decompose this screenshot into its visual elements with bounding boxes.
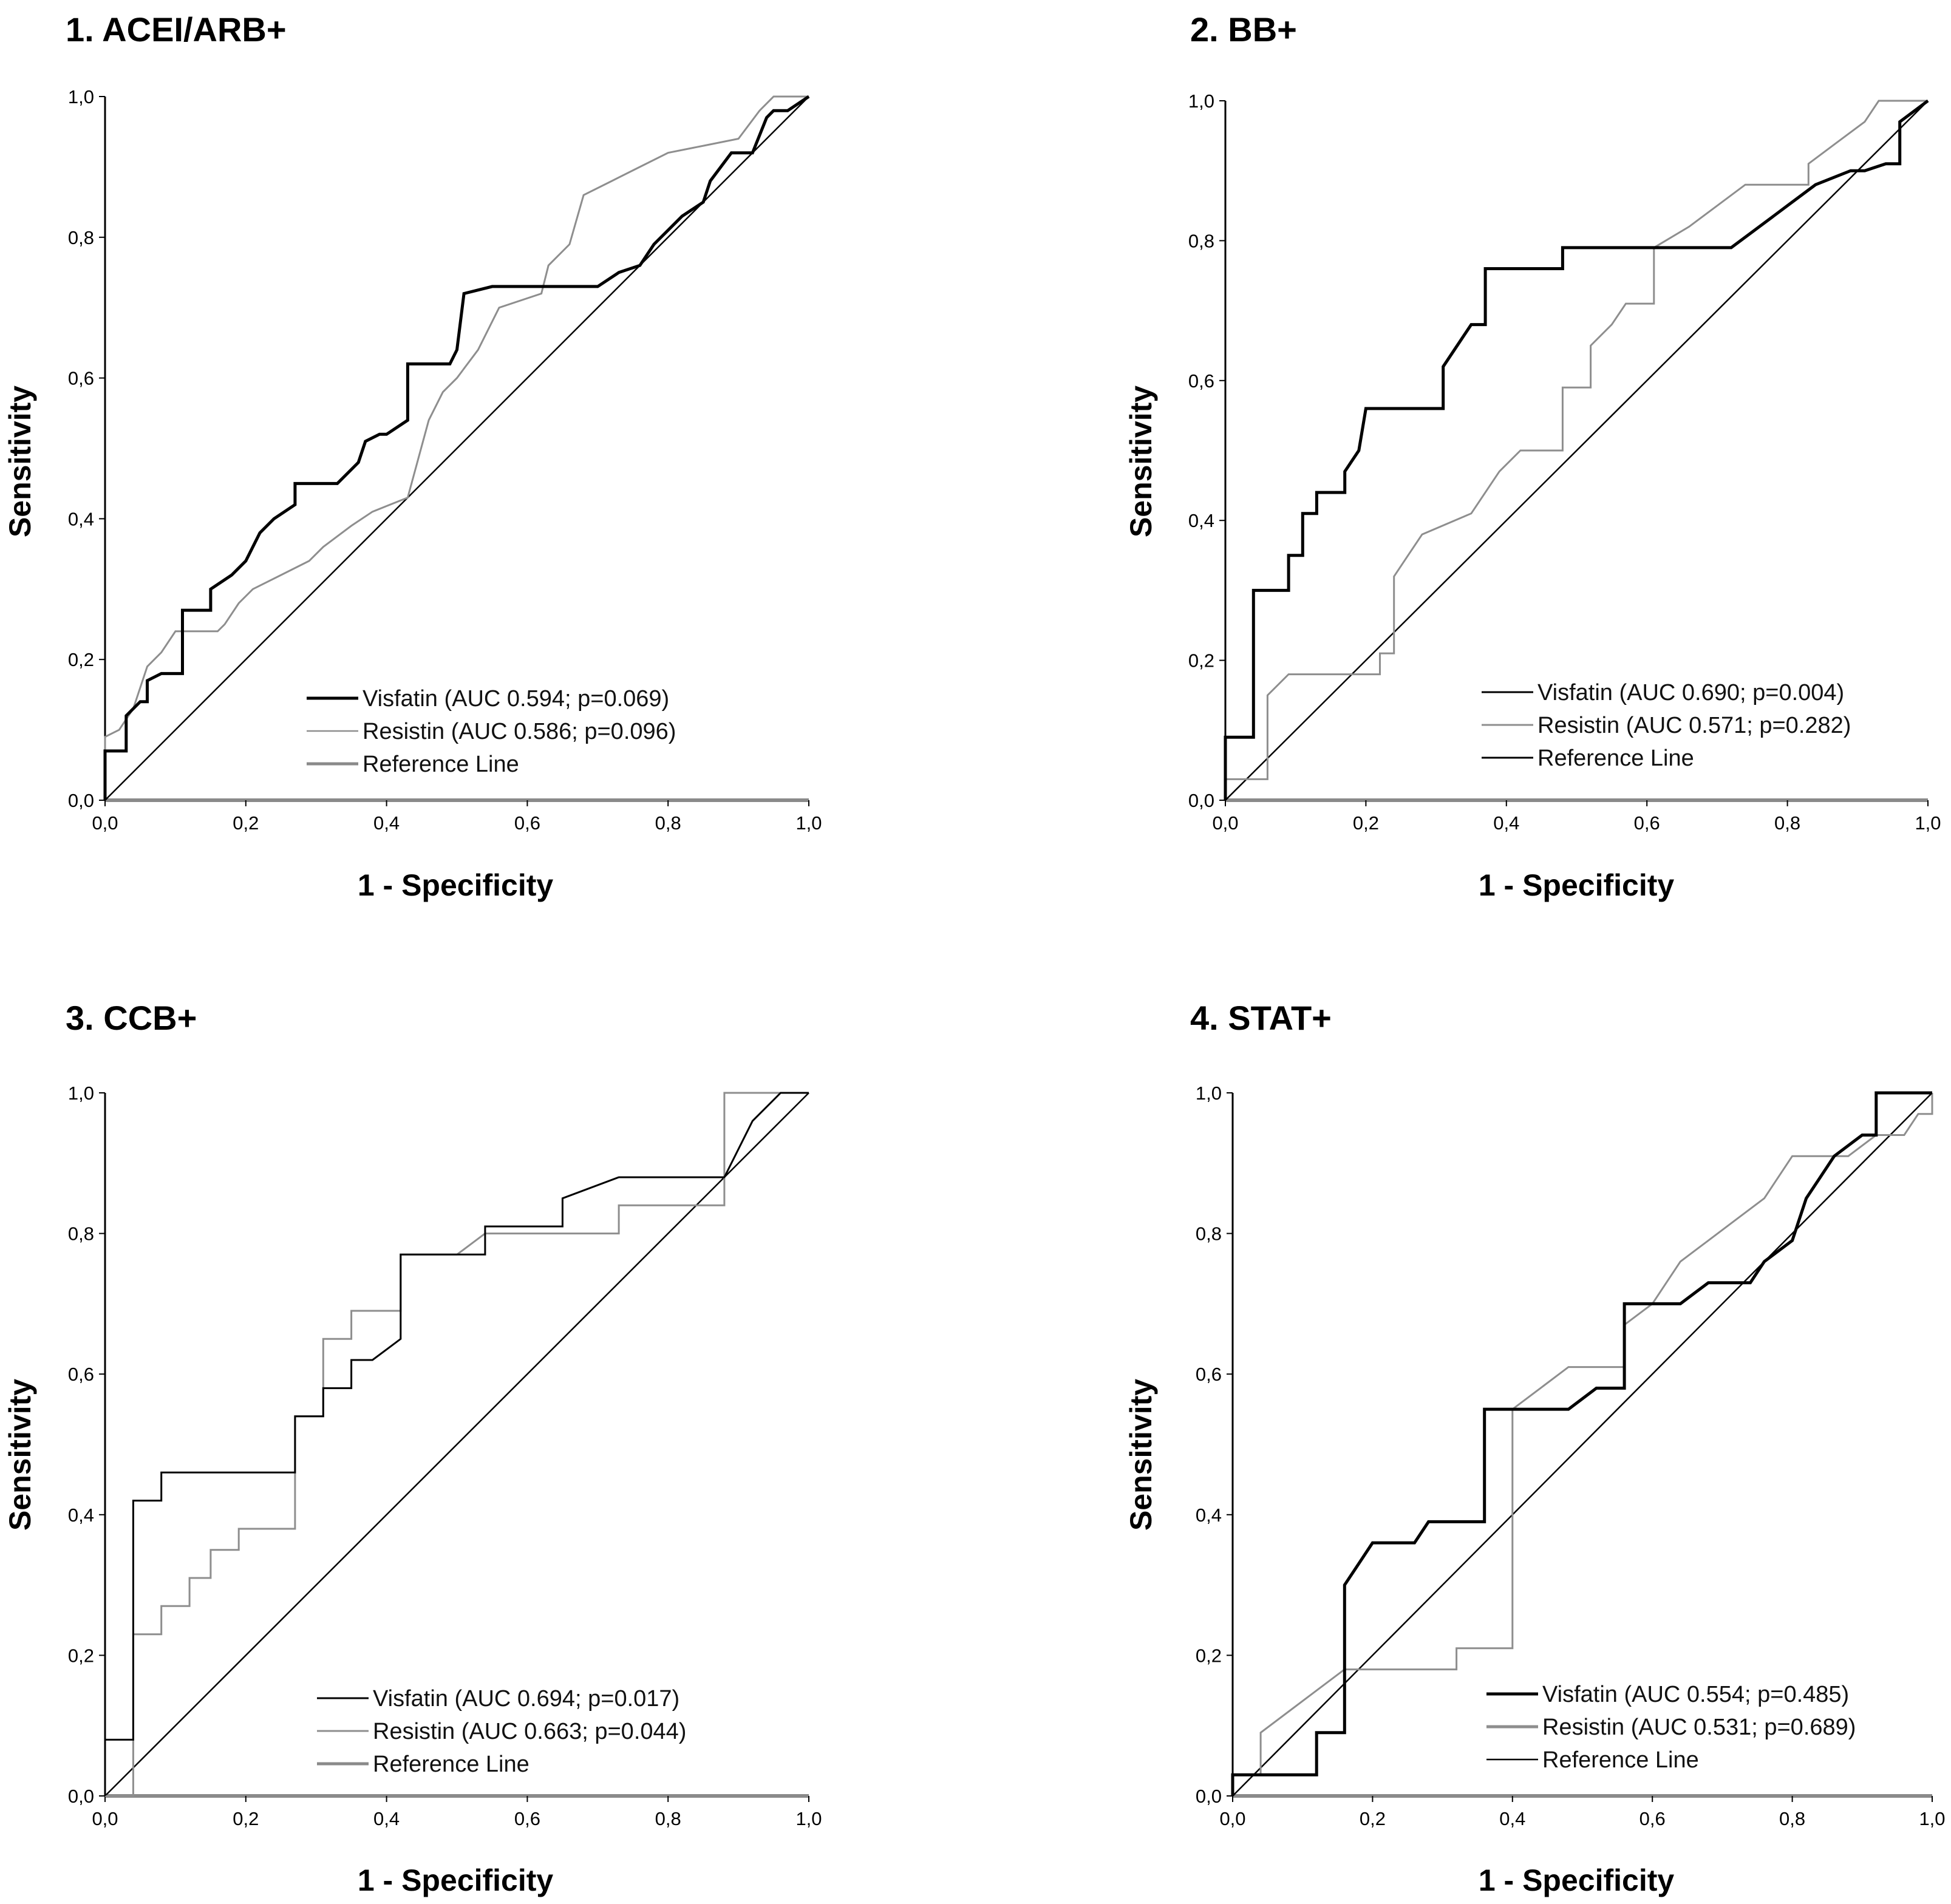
reference-line-2 bbox=[1225, 100, 1929, 801]
x-tick-label: 0,8 bbox=[655, 812, 681, 834]
x-axis-title-3: 1 - Specificity bbox=[358, 1863, 554, 1897]
legend-entry: Visfatin (AUC 0.594; p=0.069) bbox=[363, 686, 669, 712]
legend-3: Visfatin (AUC 0.694; p=0.017) Resistin (A… bbox=[317, 1686, 686, 1777]
legend-2: Visfatin (AUC 0.690; p=0.004) Resistin (A… bbox=[1482, 680, 1851, 771]
legend-1: Visfatin (AUC 0.594; p=0.069) Resistin (A… bbox=[307, 686, 676, 777]
x-tick-label: 0,4 bbox=[373, 1808, 400, 1829]
y-tick-label: 0,6 bbox=[1196, 1364, 1222, 1385]
y-tick-label: 0,4 bbox=[68, 508, 94, 529]
visfatin-roc-curve-3 bbox=[104, 1092, 809, 1796]
x-tick-label: 0,2 bbox=[233, 812, 259, 834]
resistin-roc-curve-1 bbox=[104, 95, 809, 800]
resistin-roc-curve-2 bbox=[1224, 100, 1928, 800]
y-tick-label: 0,0 bbox=[1196, 1786, 1222, 1807]
x-tick-label: 0,8 bbox=[1779, 1808, 1805, 1829]
legend-entry: Resistin (AUC 0.531; p=0.689) bbox=[1542, 1715, 1856, 1740]
x-tick-label: 0,0 bbox=[1212, 812, 1238, 834]
y-axis-title-1: Sensitivity bbox=[3, 386, 37, 537]
y-tick-label: 1,0 bbox=[1188, 90, 1214, 112]
y-tick-label: 0,8 bbox=[68, 1223, 94, 1245]
x-tick-label: 0,4 bbox=[1499, 1808, 1525, 1829]
x-tick-label: 0,6 bbox=[514, 812, 540, 834]
y-tick-label: 0,0 bbox=[68, 1786, 94, 1807]
y-tick-label: 0,4 bbox=[1188, 510, 1214, 531]
x-tick-label: 1,0 bbox=[1915, 812, 1941, 834]
panel-title-3: 3. CCB+ bbox=[66, 999, 197, 1037]
legend-4: Visfatin (AUC 0.554; p=0.485) Resistin (A… bbox=[1486, 1682, 1856, 1773]
x-tick-label: 1,0 bbox=[795, 1808, 822, 1829]
y-tick-label: 0,2 bbox=[68, 1645, 94, 1666]
x-axis-title-4: 1 - Specificity bbox=[1479, 1863, 1675, 1897]
x-tick-label: 0,0 bbox=[1219, 1808, 1245, 1829]
x-tick-label: 0,0 bbox=[92, 812, 118, 834]
legend-entry: Resistin (AUC 0.571; p=0.282) bbox=[1537, 713, 1851, 738]
x-tick-label: 0,6 bbox=[1639, 1808, 1666, 1829]
y-tick-label: 0,6 bbox=[68, 1364, 94, 1385]
y-axis-title-4: Sensitivity bbox=[1124, 1379, 1158, 1531]
x-tick-label: 0,2 bbox=[1360, 1808, 1386, 1829]
plot-area-2: 0,0 0,2 0,4 0,6 0,8 1,0 0,0 0,2 0,4 0,6 0,8 1,0 Visf… bbox=[1188, 90, 1941, 834]
visfatin-roc-curve-1 bbox=[103, 95, 810, 800]
x-tick-label: 0,2 bbox=[1353, 812, 1379, 834]
roc-panel-2: 2. BB+ 0,0 0,2 0,4 0,6 0,8 1,0 0,0 0,2 0,4 0,6 0,8… bbox=[1124, 10, 1941, 902]
x-tick-label: 0,6 bbox=[514, 1808, 540, 1829]
legend-entry: Resistin (AUC 0.663; p=0.044) bbox=[373, 1719, 686, 1744]
y-tick-label: 1,0 bbox=[68, 1083, 94, 1104]
y-tick-label: 1,0 bbox=[1196, 1083, 1222, 1104]
y-axis-title-3: Sensitivity bbox=[3, 1379, 37, 1531]
y-tick-label: 0,2 bbox=[1196, 1645, 1222, 1666]
x-tick-label: 0,8 bbox=[1774, 812, 1800, 834]
y-tick-label: 1,0 bbox=[68, 86, 94, 107]
legend-entry: Reference Line bbox=[1542, 1747, 1699, 1773]
panel-title-4: 4. STAT+ bbox=[1190, 999, 1332, 1037]
y-tick-label: 0,6 bbox=[1188, 370, 1214, 392]
plot-area-4: 0,0 0,2 0,4 0,6 0,8 1,0 0,0 0,2 0,4 0,6 0,8 1,0 Visf… bbox=[1196, 1083, 1946, 1829]
y-tick-label: 0,4 bbox=[1196, 1504, 1222, 1526]
y-tick-label: 0,8 bbox=[1188, 230, 1214, 251]
y-axis-title-2: Sensitivity bbox=[1124, 386, 1158, 537]
legend-entry: Visfatin (AUC 0.694; p=0.017) bbox=[373, 1686, 679, 1712]
panel-title-2: 2. BB+ bbox=[1190, 10, 1297, 49]
y-tick-label: 0,8 bbox=[1196, 1223, 1222, 1245]
reference-line-4 bbox=[1232, 1092, 1933, 1797]
panel-title-1: 1. ACEI/ARB+ bbox=[66, 10, 287, 49]
visfatin-roc-curve-4 bbox=[1231, 1091, 1932, 1796]
x-axis-title-2: 1 - Specificity bbox=[1479, 868, 1675, 902]
x-tick-label: 0,6 bbox=[1634, 812, 1660, 834]
y-tick-label: 0,4 bbox=[68, 1504, 94, 1526]
x-axis-title-1: 1 - Specificity bbox=[358, 868, 554, 902]
y-tick-label: 0,2 bbox=[1188, 650, 1214, 672]
y-tick-label: 0,0 bbox=[68, 790, 94, 811]
y-tick-label: 0,2 bbox=[68, 649, 94, 670]
legend-entry: Resistin (AUC 0.586; p=0.096) bbox=[363, 719, 676, 744]
y-tick-label: 0,8 bbox=[68, 227, 94, 248]
reference-line-1 bbox=[104, 96, 809, 801]
x-tick-label: 0,4 bbox=[1493, 812, 1519, 834]
roc-panel-4: 4. STAT+ 0,0 0,2 0,4 0,6 0,8 1,00,00,20,40,60… bbox=[1124, 999, 1946, 1897]
legend-entry: Reference Line bbox=[363, 752, 519, 777]
x-tick-label: 1,0 bbox=[1919, 1808, 1945, 1829]
y-tick-label: 0,0 bbox=[1188, 790, 1214, 811]
reference-line-3 bbox=[104, 1092, 809, 1797]
visfatin-roc-curve-2 bbox=[1224, 99, 1929, 800]
x-tick-label: 1,0 bbox=[795, 812, 822, 834]
x-tick-label: 0,2 bbox=[233, 1808, 259, 1829]
x-tick-label: 0,8 bbox=[655, 1808, 681, 1829]
legend-entry: Reference Line bbox=[1537, 746, 1694, 771]
legend-entry: Visfatin (AUC 0.690; p=0.004) bbox=[1537, 680, 1844, 706]
y-tick-label: 0,6 bbox=[68, 368, 94, 389]
plot-area-1: 0,0 0,2 0,4 0,6 0,8 1,0 0,0 0,2 0,4 0,6 0,8 1,0 Visf… bbox=[68, 86, 822, 834]
legend-entry: Visfatin (AUC 0.554; p=0.485) bbox=[1542, 1682, 1849, 1707]
legend-entry: Reference Line bbox=[373, 1752, 529, 1777]
x-tick-label: 0,4 bbox=[373, 812, 400, 834]
x-tick-label: 0,0 bbox=[92, 1808, 118, 1829]
plot-area-3: 0,0 0,2 0,4 0,6 0,8 1,0 0,0 0,2 0,4 0,6 0,8 1,0 Visf… bbox=[68, 1083, 822, 1829]
roc-panel-1: 1. ACEI/ARB+ 0,0 0,2 0,4 0,6 0,8 1,0 0,0 0,2 0,4… bbox=[3, 10, 822, 902]
roc-panel-3: 3. CCB+ 0,0 0,2 0,4 0,6 0,8 1,00,00,20,40,60,… bbox=[3, 999, 822, 1897]
